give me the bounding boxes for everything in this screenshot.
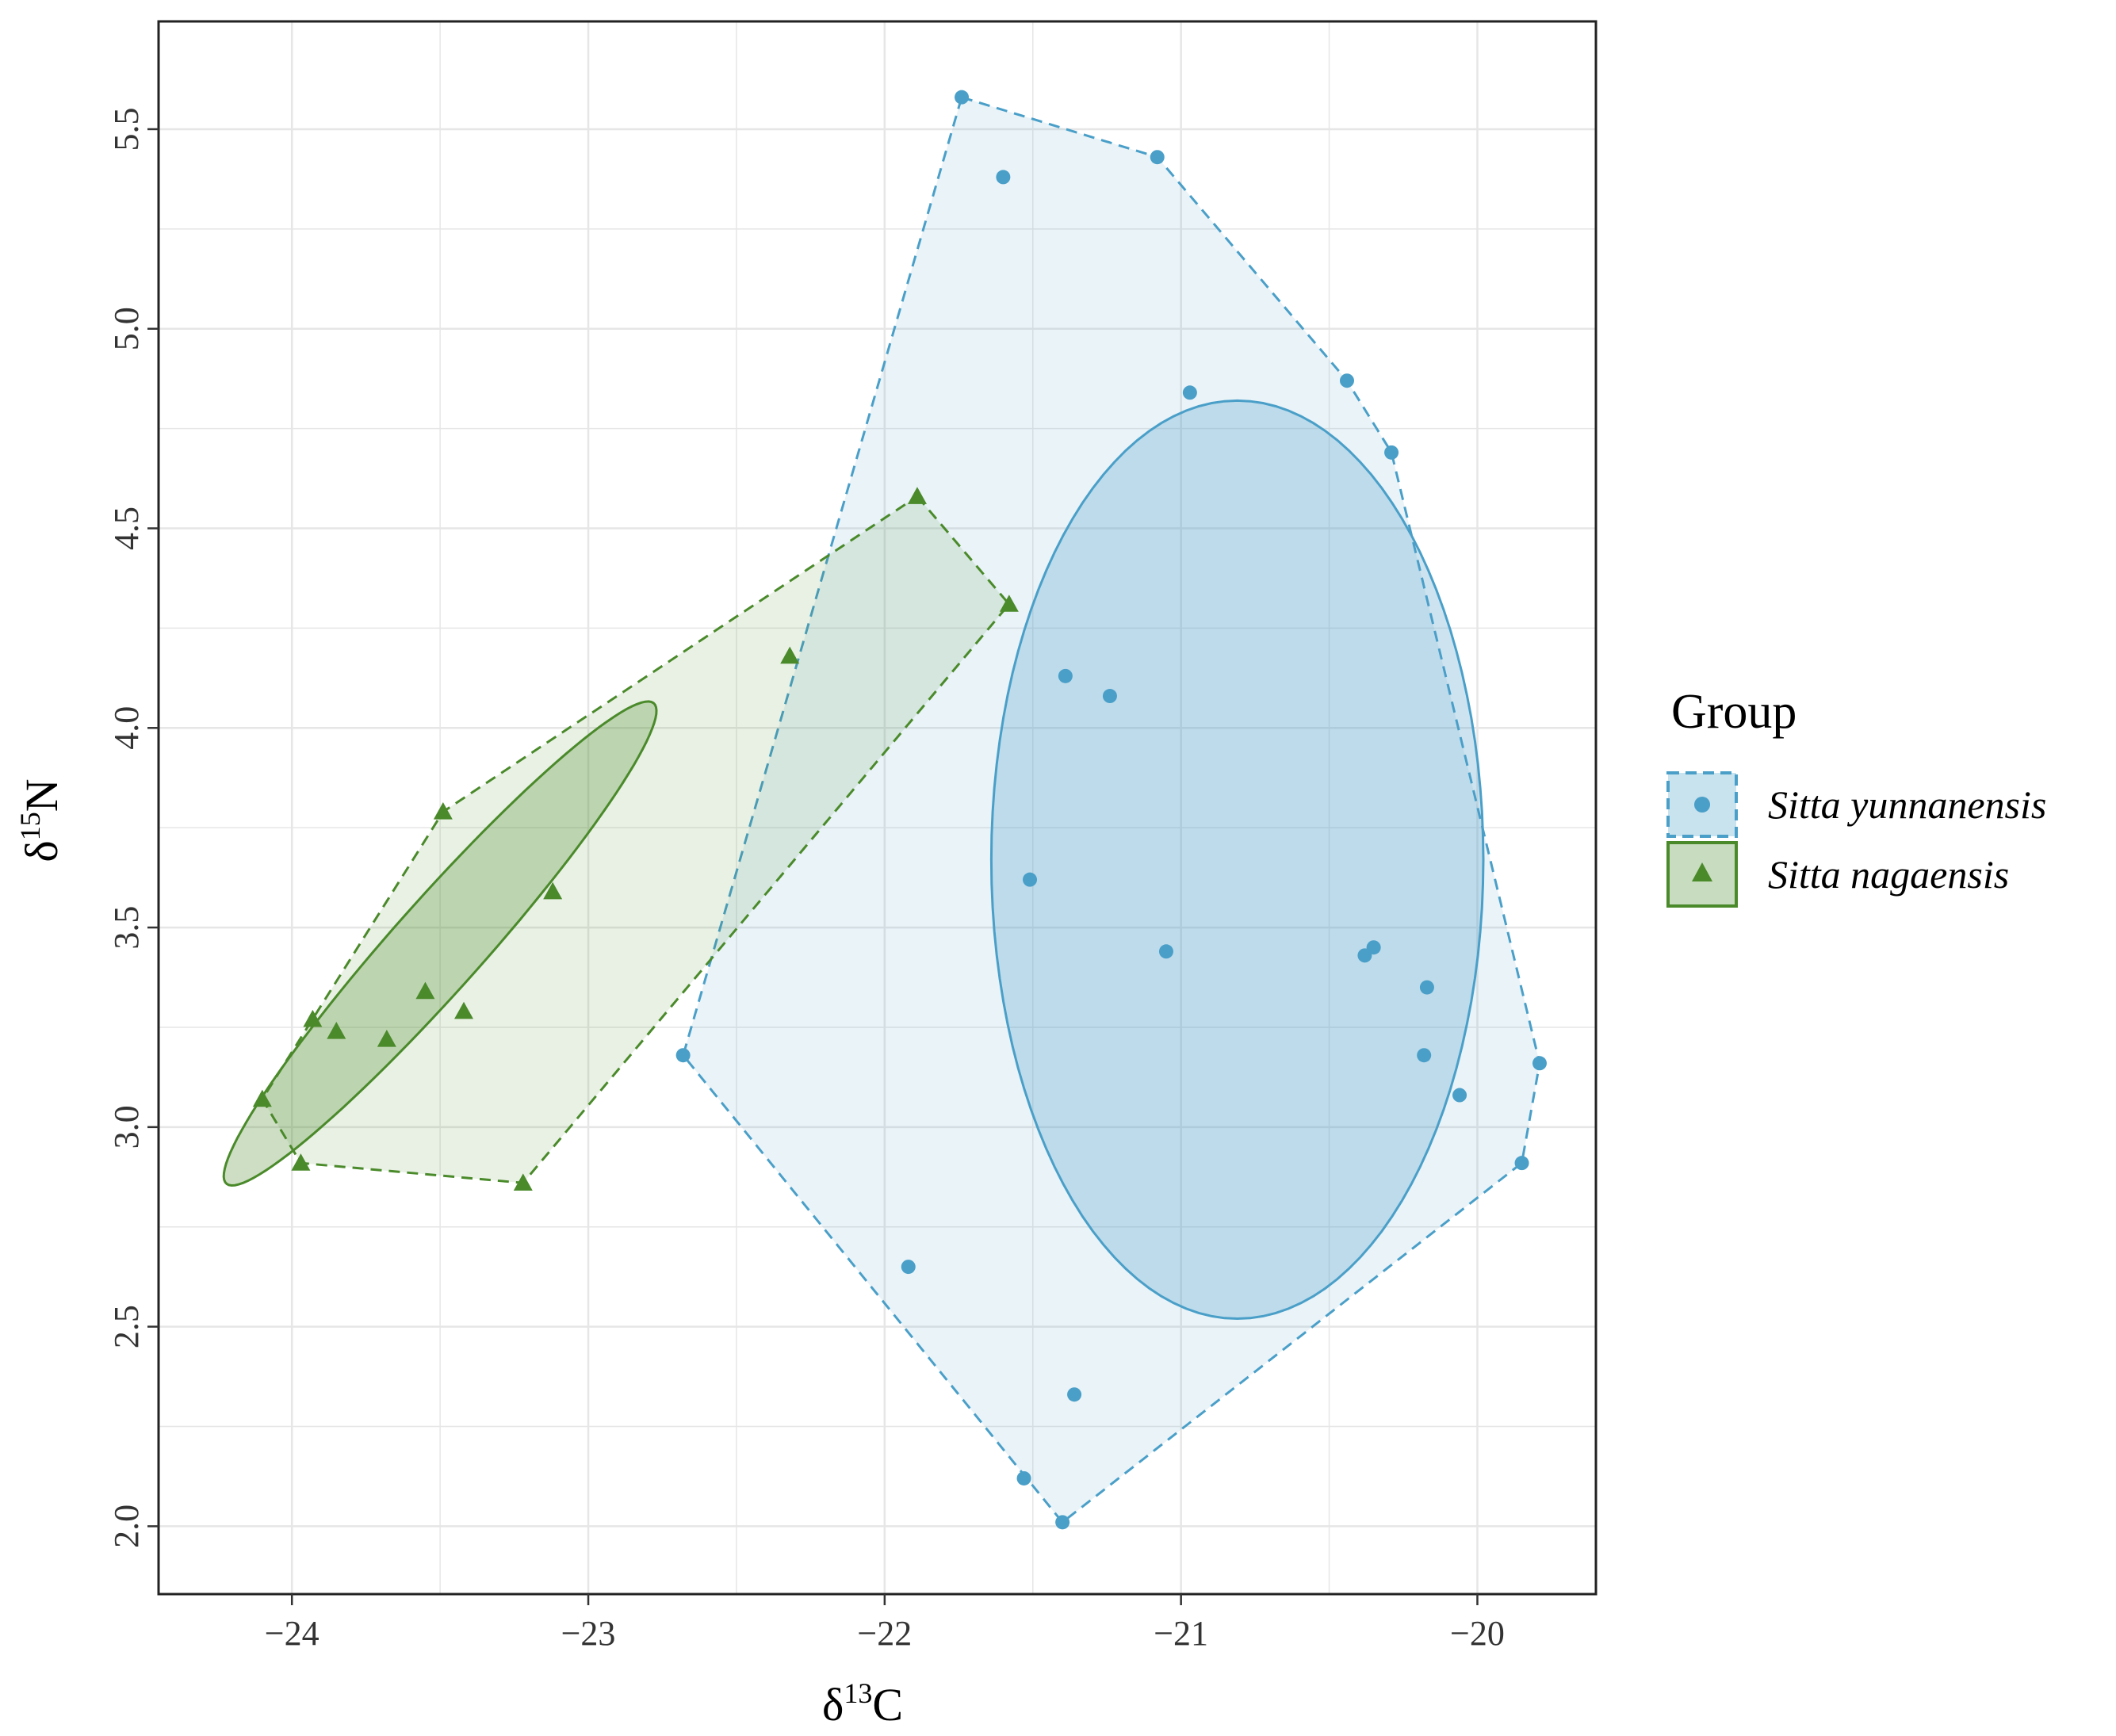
- point-sitta-yunnanensis: [955, 90, 970, 105]
- point-sitta-yunnanensis: [1532, 1056, 1547, 1071]
- legend: Group Sitta yunnanensis Sitta nagaensis: [1666, 685, 2046, 908]
- x-tick-label: −23: [561, 1614, 616, 1653]
- y-tick-label: 3.5: [107, 906, 146, 950]
- point-sitta-yunnanensis: [1067, 1387, 1082, 1402]
- point-sitta-nagaensis: [454, 1001, 474, 1019]
- y-tick-label: 5.5: [107, 107, 146, 151]
- grid: [159, 21, 1596, 1594]
- point-sitta-nagaensis: [999, 595, 1019, 612]
- legend-key-circle-marker: [1694, 797, 1710, 813]
- point-sitta-nagaensis: [377, 1030, 396, 1047]
- point-sitta-yunnanensis: [1514, 1156, 1529, 1171]
- x-axis-title-symbol: δ: [822, 1679, 844, 1730]
- x-axis-title-element: C: [872, 1679, 903, 1730]
- point-sitta-nagaensis: [327, 1021, 346, 1039]
- point-sitta-nagaensis: [252, 1089, 272, 1107]
- point-sitta-yunnanensis: [1419, 980, 1434, 995]
- point-sitta-yunnanensis: [901, 1260, 916, 1275]
- point-sitta-yunnanensis: [675, 1048, 691, 1063]
- point-sitta-nagaensis: [780, 646, 800, 664]
- point-sitta-yunnanensis: [1102, 689, 1117, 704]
- y-tick-label: 2.5: [107, 1305, 146, 1348]
- point-sitta-nagaensis: [303, 1009, 323, 1027]
- point-sitta-nagaensis: [907, 487, 927, 504]
- legend-label-sitta-yunnanensis: Sitta yunnanensis: [1768, 782, 2046, 827]
- point-sitta-yunnanensis: [1158, 944, 1173, 959]
- point-sitta-yunnanensis: [1016, 1470, 1031, 1486]
- point-sitta-yunnanensis: [1058, 668, 1073, 683]
- y-axis-title-symbol: δ: [16, 840, 67, 862]
- ellipse-sitta-nagaensis: [222, 700, 658, 1187]
- panel-background: [159, 21, 1596, 1594]
- point-sitta-nagaensis: [291, 1153, 311, 1171]
- y-axis-title-element: N: [16, 778, 67, 812]
- point-sitta-yunnanensis: [1366, 940, 1381, 955]
- point-sitta-yunnanensis: [1452, 1088, 1467, 1103]
- x-axis-title: δ13C: [822, 1677, 903, 1730]
- point-sitta-yunnanensis: [1150, 150, 1165, 165]
- x-tick-label: −21: [1154, 1614, 1208, 1653]
- point-sitta-yunnanensis: [1339, 373, 1354, 388]
- point-sitta-nagaensis: [543, 881, 563, 900]
- point-sitta-nagaensis: [513, 1173, 533, 1191]
- y-tick-label: 5.0: [107, 307, 146, 350]
- y-tick-label: 2.0: [107, 1505, 146, 1548]
- x-tick-label: −20: [1450, 1614, 1505, 1653]
- legend-label-sitta-nagaensis: Sitta nagaensis: [1768, 852, 2009, 897]
- ellipse-sitta-yunnanensis: [989, 399, 1485, 1321]
- point-sitta-yunnanensis: [1055, 1515, 1070, 1530]
- y-tick-label: 4.5: [107, 507, 146, 550]
- standard-ellipses: [222, 399, 1485, 1321]
- point-sitta-yunnanensis: [1023, 872, 1038, 887]
- legend-item-sitta-nagaensis: Sitta nagaensis: [1666, 841, 2009, 908]
- point-sitta-nagaensis: [415, 981, 435, 1000]
- legend-key-triangle-marker: [1692, 862, 1712, 881]
- y-tick-label: 4.0: [107, 706, 146, 750]
- panel-border: [157, 20, 1598, 1596]
- point-sitta-yunnanensis: [1417, 1048, 1432, 1063]
- axis-ticks: −24 −23 −22 −21 −20 2.0 2.5 3.0 3.5 4.0 4.5 5.0 5.5: [107, 107, 1505, 1653]
- x-axis-title-superscript: 13: [844, 1677, 872, 1709]
- x-tick-label: −22: [857, 1614, 912, 1653]
- point-sitta-yunnanensis: [1384, 445, 1399, 460]
- point-sitta-yunnanensis: [1182, 385, 1197, 400]
- x-tick-label: −24: [265, 1614, 320, 1653]
- legend-title: Group: [1671, 685, 1796, 739]
- y-axis-title-superscript: 15: [14, 812, 46, 840]
- point-sitta-nagaensis: [433, 802, 453, 820]
- point-sitta-yunnanensis: [996, 170, 1011, 185]
- y-tick-label: 3.0: [107, 1105, 146, 1149]
- legend-item-sitta-yunnanensis: Sitta yunnanensis: [1666, 771, 2046, 838]
- y-axis-title: δ15N: [14, 778, 67, 862]
- data-points: [252, 90, 1547, 1530]
- convex-hulls: [261, 95, 1541, 1524]
